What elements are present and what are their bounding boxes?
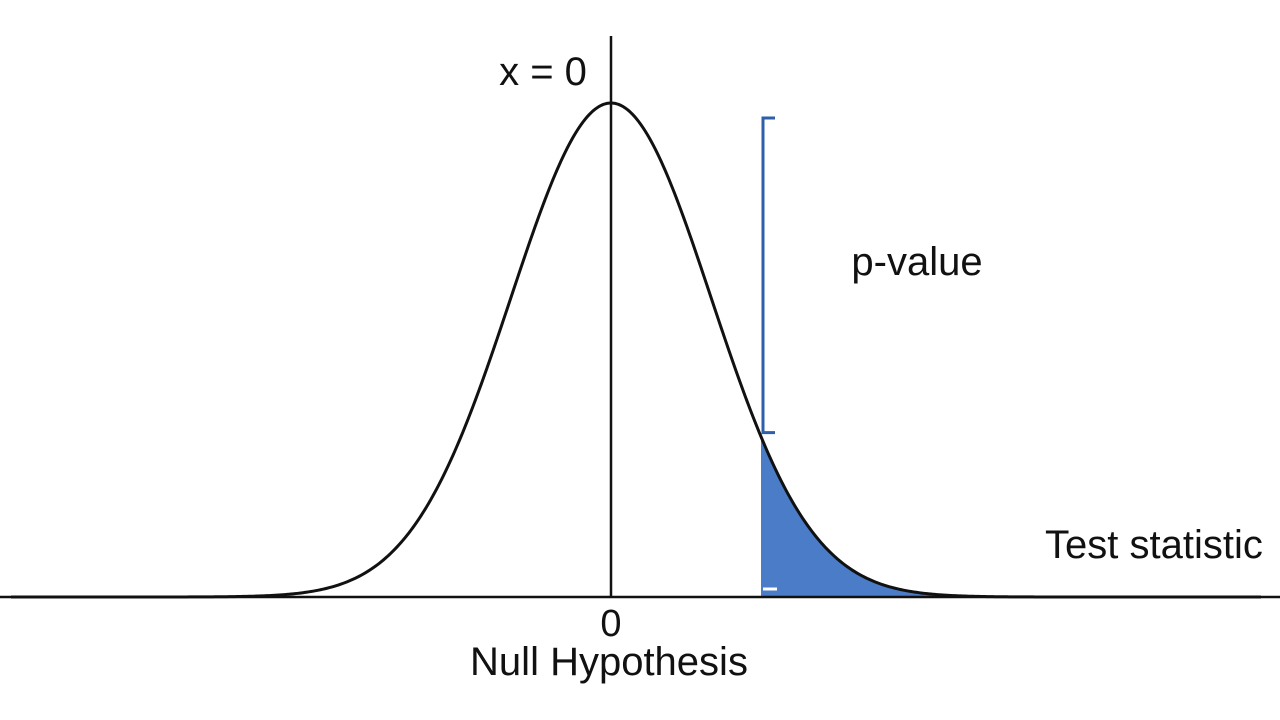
p-value-area — [761, 436, 1261, 597]
p-value-bracket — [761, 116, 775, 435]
x-axis-caption: Null Hypothesis — [470, 640, 748, 684]
center-line-label: x = 0 — [499, 50, 587, 94]
x-axis-tick-zero: 0 — [600, 603, 621, 645]
p-value-label: p-value — [851, 240, 982, 284]
bell-curve — [11, 101, 1261, 599]
test-statistic-label: Test statistic — [1045, 523, 1263, 567]
